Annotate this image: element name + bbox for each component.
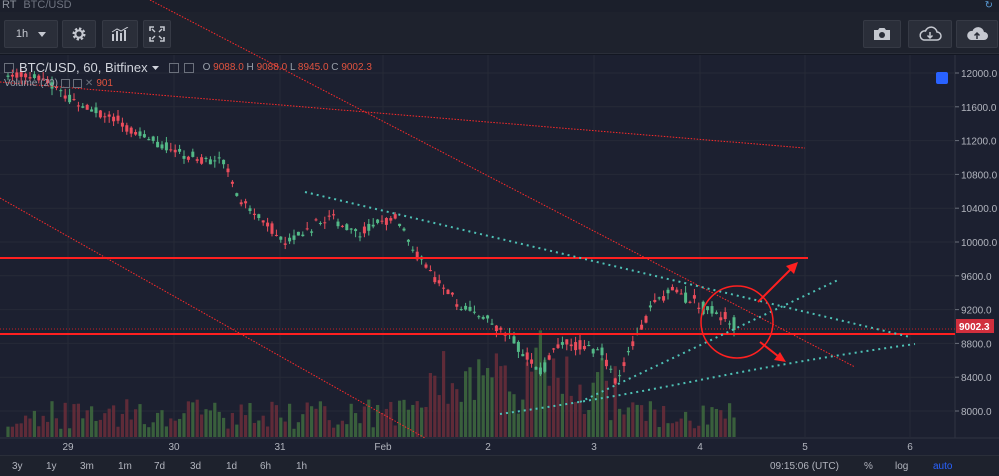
load-chart-button[interactable] [908,20,952,48]
symbol-legend: BTC/USD, 60, Bitfinex O 9088.0 H 9088.0 … [4,60,372,75]
legend-eye-icon[interactable] [183,62,194,73]
clock: 09:15:06 (UTC) [770,461,839,472]
legend-settings-icon[interactable] [168,62,179,73]
chevron-down-icon [38,31,47,37]
chart-pane[interactable] [0,55,999,455]
scroll-to-latest-button[interactable] [936,72,948,84]
percent-toggle[interactable]: % [864,461,873,472]
collapse-legend-icon[interactable] [4,62,14,73]
low-value: 8945.0 [297,62,329,73]
open-value: 9088.0 [213,62,244,73]
indicators-icon [111,27,129,41]
camera-icon [874,28,890,40]
low-label: L [289,62,296,73]
chart-toolbar: 1h [0,12,999,54]
volume-legend: Volume (20) ✕ 901 [4,78,113,89]
volume-eye-icon[interactable] [72,79,82,88]
title-bar: RT BTC/USD ↻ [0,0,999,12]
chevron-down-icon[interactable] [151,65,159,70]
cloud-upload-icon [967,27,988,40]
volume-settings-icon[interactable] [60,79,70,88]
range-3m[interactable]: 3m [80,461,94,472]
title-prefix: RT [2,0,17,11]
settings-button[interactable] [62,20,96,48]
range-3y[interactable]: 3y [12,461,23,472]
range-7d[interactable]: 7d [154,461,166,472]
range-1m[interactable]: 1m [118,461,132,472]
fullscreen-icon [149,26,165,42]
close-label: C [331,62,339,73]
range-3d[interactable]: 3d [190,461,202,472]
gear-icon [72,27,86,41]
save-chart-button[interactable] [956,20,998,48]
interval-label: 1h [15,28,29,40]
range-1h[interactable]: 1h [296,461,308,472]
indicators-button[interactable] [102,20,138,48]
interval-select[interactable]: 1h [4,20,58,48]
bottom-toolbar: 3y 1y 3m 1m 7d 3d 1d 6h 1h 09:15:06 (UTC… [0,455,999,476]
ohlc-values: O 9088.0 H 9088.0 L 8945.0 C 9002.3 [203,62,372,73]
close-value: 9002.3 [341,62,372,73]
volume-close-icon[interactable]: ✕ [84,78,94,89]
open-label: O [202,62,211,73]
range-1y[interactable]: 1y [46,461,57,472]
fullscreen-button[interactable] [143,20,171,48]
volume-label[interactable]: Volume (20) [4,78,58,89]
snapshot-button[interactable] [863,20,901,48]
high-value: 9088.0 [256,62,288,73]
title-symbol: BTC/USD [23,0,72,11]
auto-toggle[interactable]: auto [933,461,953,472]
volume-value: 901 [96,78,113,89]
range-6h[interactable]: 6h [260,461,272,472]
cloud-download-icon [919,26,942,41]
legend-symbol[interactable]: BTC/USD, 60, Bitfinex [19,60,148,75]
high-label: H [246,62,254,73]
range-1d[interactable]: 1d [226,461,238,472]
log-toggle[interactable]: log [895,461,909,472]
refresh-icon[interactable]: ↻ [984,0,993,11]
